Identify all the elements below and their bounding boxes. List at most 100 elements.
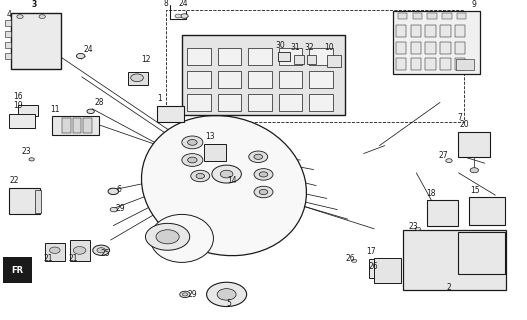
Circle shape [249, 151, 268, 163]
Circle shape [145, 223, 190, 250]
Circle shape [254, 186, 273, 198]
Circle shape [196, 173, 204, 179]
FancyBboxPatch shape [396, 25, 406, 37]
FancyBboxPatch shape [128, 72, 148, 85]
Circle shape [188, 140, 197, 145]
FancyBboxPatch shape [458, 132, 490, 157]
FancyBboxPatch shape [425, 42, 436, 54]
Circle shape [376, 266, 381, 269]
FancyBboxPatch shape [187, 71, 211, 88]
Text: 23: 23 [21, 147, 31, 156]
FancyBboxPatch shape [218, 94, 241, 111]
Circle shape [470, 168, 479, 173]
FancyBboxPatch shape [440, 42, 451, 54]
FancyBboxPatch shape [187, 94, 211, 111]
FancyBboxPatch shape [11, 13, 61, 69]
Text: 29: 29 [187, 290, 197, 299]
FancyBboxPatch shape [278, 52, 290, 61]
Text: 16: 16 [14, 92, 23, 101]
Text: 26: 26 [369, 262, 378, 271]
Circle shape [181, 14, 188, 18]
Circle shape [254, 169, 273, 180]
FancyBboxPatch shape [425, 58, 436, 70]
Circle shape [87, 109, 94, 114]
FancyBboxPatch shape [455, 42, 465, 54]
FancyBboxPatch shape [427, 13, 437, 19]
Text: 26: 26 [345, 254, 355, 263]
Text: 9: 9 [472, 0, 476, 9]
Text: 17: 17 [366, 247, 376, 256]
Circle shape [17, 15, 23, 19]
Text: 24: 24 [83, 45, 93, 54]
Circle shape [188, 157, 197, 163]
Text: 31: 31 [291, 44, 300, 52]
FancyBboxPatch shape [411, 58, 421, 70]
Circle shape [182, 154, 203, 166]
Text: 15: 15 [470, 186, 480, 195]
FancyBboxPatch shape [218, 48, 241, 65]
FancyBboxPatch shape [309, 71, 333, 88]
Circle shape [182, 136, 203, 149]
Circle shape [108, 188, 119, 195]
Circle shape [352, 259, 357, 262]
FancyBboxPatch shape [73, 118, 81, 133]
Circle shape [207, 282, 247, 307]
Circle shape [110, 207, 118, 212]
Circle shape [39, 15, 45, 19]
FancyBboxPatch shape [187, 48, 211, 65]
Text: 23: 23 [408, 222, 418, 231]
FancyBboxPatch shape [218, 71, 241, 88]
Circle shape [259, 189, 268, 195]
Circle shape [259, 172, 268, 177]
Text: 8: 8 [163, 0, 168, 8]
Circle shape [220, 170, 233, 178]
FancyBboxPatch shape [393, 11, 480, 74]
Circle shape [446, 159, 452, 163]
Text: 2: 2 [447, 283, 452, 292]
Text: 25: 25 [100, 249, 110, 258]
Text: 3: 3 [32, 0, 37, 9]
Circle shape [29, 158, 34, 161]
Ellipse shape [150, 214, 213, 262]
Text: 28: 28 [95, 98, 104, 107]
FancyBboxPatch shape [248, 94, 272, 111]
FancyBboxPatch shape [469, 197, 505, 225]
FancyBboxPatch shape [83, 118, 92, 133]
FancyBboxPatch shape [248, 48, 272, 65]
Text: 4: 4 [6, 10, 11, 19]
FancyBboxPatch shape [458, 232, 505, 274]
FancyBboxPatch shape [248, 71, 272, 88]
Circle shape [131, 74, 143, 82]
FancyBboxPatch shape [279, 48, 302, 65]
Text: 13: 13 [206, 132, 215, 141]
FancyBboxPatch shape [9, 188, 40, 214]
FancyBboxPatch shape [294, 55, 304, 64]
FancyBboxPatch shape [396, 58, 406, 70]
Text: 18: 18 [426, 189, 435, 198]
Text: 12: 12 [141, 55, 151, 64]
FancyBboxPatch shape [327, 55, 341, 67]
Text: 21: 21 [69, 254, 78, 263]
FancyBboxPatch shape [309, 94, 333, 111]
FancyBboxPatch shape [5, 31, 11, 37]
Circle shape [182, 293, 188, 296]
FancyBboxPatch shape [413, 13, 422, 19]
Circle shape [175, 14, 181, 18]
Text: 6: 6 [117, 185, 122, 194]
FancyBboxPatch shape [307, 55, 316, 64]
FancyBboxPatch shape [455, 58, 465, 70]
Text: 20: 20 [460, 120, 469, 129]
Circle shape [254, 154, 262, 159]
FancyBboxPatch shape [279, 71, 302, 88]
Text: 24: 24 [178, 0, 188, 8]
Circle shape [191, 170, 210, 182]
FancyBboxPatch shape [374, 258, 401, 283]
FancyBboxPatch shape [398, 13, 407, 19]
Text: 7: 7 [457, 113, 462, 122]
FancyBboxPatch shape [5, 20, 11, 26]
Circle shape [217, 289, 236, 300]
Circle shape [73, 246, 86, 254]
FancyBboxPatch shape [411, 42, 421, 54]
Text: 19: 19 [14, 101, 23, 110]
FancyBboxPatch shape [440, 25, 451, 37]
